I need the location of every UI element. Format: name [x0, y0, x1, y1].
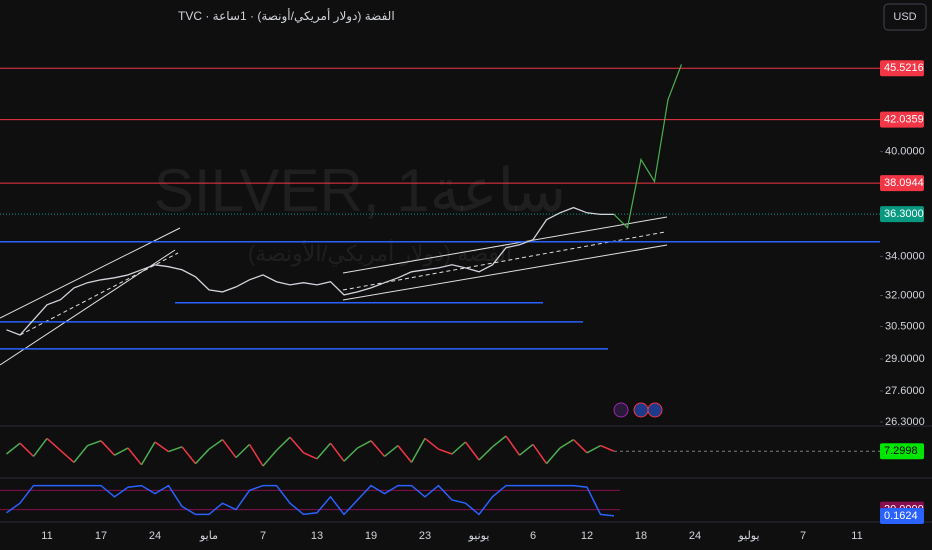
oscillator-label: 7.2998	[884, 445, 918, 457]
watermark-subtitle: الفضة (دولار أمريكي/الأونصة)	[248, 239, 512, 267]
channel-mid	[342, 231, 666, 291]
oscillator-segment	[19, 442, 35, 457]
y-tick-label: 26.3000	[885, 416, 925, 428]
level-label-bg	[880, 175, 924, 192]
oscillator-segment	[235, 443, 251, 459]
oscillator-segment	[6, 442, 21, 455]
price-line	[6, 206, 614, 336]
oscillator-segment	[424, 437, 439, 450]
oscillator-segment	[357, 440, 372, 449]
x-tick-label: 7	[260, 530, 266, 542]
x-tick-label: 11	[851, 530, 862, 542]
y-tick-label: 34.0000	[885, 250, 925, 262]
level-label-bg	[880, 60, 924, 77]
x-tick-label: 6	[530, 530, 536, 542]
oscillator-segment	[438, 448, 453, 455]
x-tick-label: 18	[635, 530, 647, 542]
y-tick-label: 40.0000	[885, 146, 925, 158]
oscillator-segment	[221, 439, 237, 459]
x-tick-label: 12	[581, 530, 593, 542]
oscillator-segment	[329, 442, 345, 462]
oscillator-segment	[464, 441, 480, 461]
x-tick-label: 23	[419, 530, 431, 542]
current-price-label-bg	[880, 206, 924, 223]
oscillator-segment	[303, 452, 318, 460]
oscillator-segment	[60, 449, 75, 463]
oscillator-segment	[370, 440, 386, 457]
level-label-bg	[880, 111, 924, 128]
x-tick-label: مايو	[199, 530, 218, 542]
oscillator-segment	[168, 446, 183, 453]
oscillator-segment	[397, 445, 413, 463]
y-tick-label: 30.5000	[885, 320, 925, 332]
oscillator-segment	[114, 447, 129, 456]
oscillator-segment	[559, 438, 574, 449]
oscillator-segment	[32, 437, 48, 457]
stoch-label-bg	[880, 507, 924, 524]
oscillator-segment	[505, 435, 521, 456]
currency-button[interactable]	[883, 3, 927, 31]
event-icon[interactable]	[633, 402, 649, 418]
y-tick-label: 27.6000	[885, 385, 925, 397]
stoch-line	[6, 484, 615, 517]
oscillator-segment	[451, 441, 466, 455]
oscillator-segment	[572, 439, 588, 454]
oscillator-segment	[154, 441, 169, 453]
oscillator-segment	[262, 449, 278, 467]
x-tick-label: يوليو	[737, 530, 759, 542]
currency[interactable]: USD	[893, 11, 916, 23]
oscillator-segment	[519, 443, 534, 456]
oscillator-segment	[73, 445, 89, 463]
oscillator-segment	[492, 435, 507, 448]
x-tick-label: 19	[365, 530, 377, 542]
oscillator-segment	[181, 446, 197, 465]
channel-line	[342, 216, 668, 274]
oscillator-segment	[343, 447, 359, 462]
x-tick-label: 11	[41, 530, 52, 542]
oscillator-segment	[600, 444, 615, 452]
oscillator-segment	[545, 447, 561, 465]
x-tick-label: يونيو	[468, 530, 490, 542]
x-tick-label: 24	[149, 530, 161, 542]
oscillator-segment	[410, 438, 426, 463]
y-tick-label: 32.0000	[885, 289, 925, 301]
current-price-label: 36.3000	[884, 208, 924, 220]
stoch-label: 0.1624	[884, 510, 918, 522]
oscillator-segment	[46, 437, 61, 451]
event-icons[interactable]	[613, 402, 663, 418]
oscillator-segment	[532, 443, 548, 465]
level-label: 42.0359	[884, 113, 924, 125]
price-line	[613, 64, 683, 229]
oscillator-segment	[316, 442, 332, 460]
level-label: 45.5216	[884, 62, 924, 74]
oscillator-segment	[384, 445, 399, 457]
watermark: SILVER, 1ساعة	[154, 157, 566, 224]
x-tick-label: 17	[95, 530, 107, 542]
oscillator-segment	[289, 436, 305, 454]
oscillator-segment	[208, 438, 223, 450]
oscillator-label-bg	[880, 443, 924, 460]
channel-line	[0, 227, 181, 319]
chart-title: الفضة (دولار أمريكي/أونصة) · 1ساعة · TVC	[178, 8, 395, 24]
x-tick-label: 24	[689, 530, 701, 542]
oscillator-segment	[100, 440, 116, 456]
event-icon[interactable]	[647, 402, 663, 418]
x-tick-label: 7	[800, 530, 806, 542]
oscillator-segment	[87, 440, 102, 447]
oscillator-segment	[478, 446, 494, 461]
oscillator-segment	[586, 444, 601, 454]
x-tick-label: 13	[311, 530, 323, 542]
level-label: 38.0944	[884, 177, 924, 189]
oscillator-segment	[275, 436, 291, 451]
event-icon[interactable]	[613, 402, 629, 418]
oscillator-segment	[194, 448, 210, 465]
oscillator-segment	[127, 447, 143, 466]
channel-line	[342, 244, 668, 301]
oscillator-segment	[140, 441, 156, 466]
y-tick-label: 29.0000	[885, 353, 925, 365]
oscillator-segment	[248, 444, 264, 467]
